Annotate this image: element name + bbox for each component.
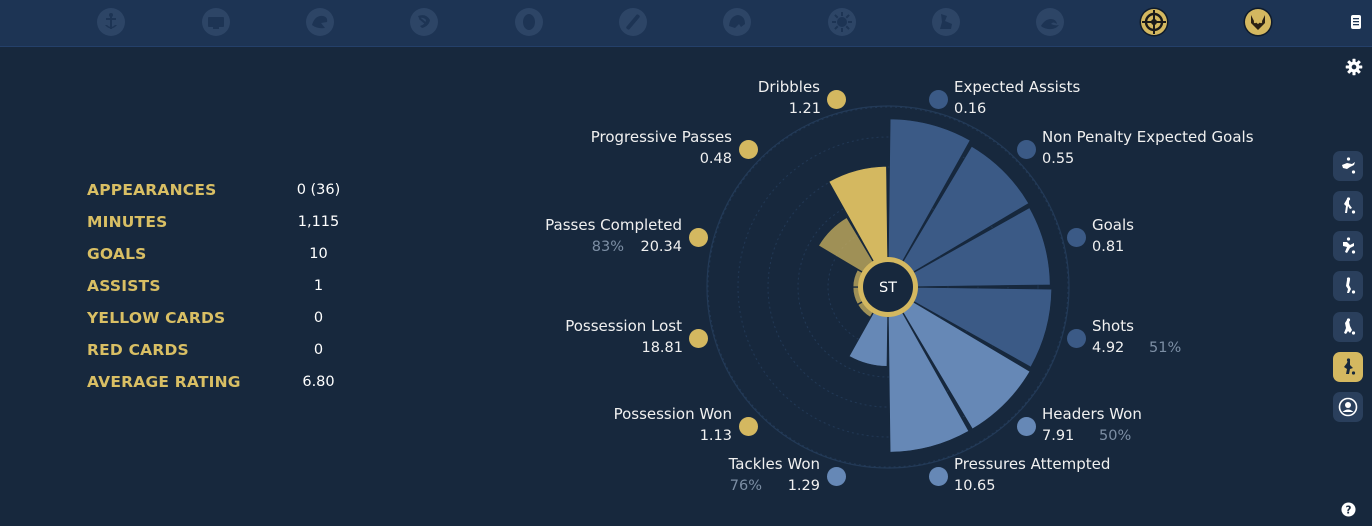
anchor-icon[interactable]	[96, 7, 126, 37]
ring-icon[interactable]	[514, 7, 544, 37]
chalkboard-icon[interactable]	[201, 7, 231, 37]
top-nav-bar	[0, 0, 1372, 47]
grid-ring	[737, 136, 1039, 438]
metric-percent: 50%	[1099, 428, 1132, 444]
metric-label: Possession Won	[613, 405, 732, 423]
metric-label: Pressures Attempted	[954, 455, 1111, 473]
fox-crest-icon[interactable]	[1243, 7, 1273, 37]
stat-label: AVERAGE RATING	[87, 373, 241, 391]
metric-value: 1.21	[788, 101, 821, 117]
metric-value: 0.16	[954, 101, 987, 117]
hoof-crest-icon[interactable]	[931, 7, 961, 37]
stat-label: GOALS	[87, 245, 147, 263]
grid-ring	[797, 196, 979, 378]
metric-label: Shots	[1092, 317, 1134, 335]
metric-value: 20.34	[640, 239, 682, 255]
goalkeeper-icon[interactable]	[1333, 151, 1363, 181]
sun-crest-icon[interactable]	[827, 7, 857, 37]
stat-row: RED CARDS 0	[87, 338, 357, 370]
wave-crest-icon[interactable]	[1035, 7, 1065, 37]
legend-dot[interactable]	[1016, 416, 1036, 436]
legend-dot[interactable]	[826, 89, 846, 109]
pen-icon[interactable]	[618, 7, 648, 37]
metric-value: 7.91	[1042, 428, 1075, 444]
stat-row: GOALS 10	[87, 242, 357, 274]
metric-percent: 83%	[591, 239, 624, 255]
crosshair-crest-icon[interactable]	[1139, 7, 1169, 37]
team-icon[interactable]	[1333, 392, 1363, 422]
legend-dot[interactable]	[928, 466, 948, 486]
metric-value: 1.29	[787, 478, 820, 494]
metric-value: 1.13	[699, 428, 732, 444]
defender-icon[interactable]	[1333, 191, 1363, 221]
dribbler-icon[interactable]	[1333, 312, 1363, 342]
legend-dot[interactable]	[738, 416, 758, 436]
grid-ring	[767, 166, 1009, 408]
metric-percent: 51%	[1149, 340, 1182, 356]
stat-row: ASSISTS 1	[87, 274, 357, 306]
position-label: ST	[879, 280, 897, 296]
stat-row: APPEARANCES 0 (36)	[87, 178, 357, 210]
legend-dot[interactable]	[1016, 139, 1036, 159]
striker-icon[interactable]	[1333, 352, 1363, 382]
metric-label: Headers Won	[1042, 405, 1142, 423]
grid-ring	[707, 106, 1069, 468]
stat-label: YELLOW CARDS	[87, 309, 226, 327]
legend-dot[interactable]	[1066, 227, 1086, 247]
metric-label: Expected Assists	[954, 78, 1081, 96]
stat-label: ASSISTS	[87, 277, 161, 295]
stat-label: RED CARDS	[87, 341, 189, 359]
stat-value: 0	[313, 310, 324, 326]
stat-value: 6.80	[302, 374, 335, 390]
metric-label: Goals	[1092, 216, 1134, 234]
legend-dot[interactable]	[688, 328, 708, 348]
metric-value: 0.81	[1092, 239, 1125, 255]
bird-crest-icon[interactable]	[305, 7, 335, 37]
settings-gear-icon[interactable]	[1345, 58, 1363, 76]
metric-value: 4.92	[1092, 340, 1125, 356]
metric-percent: 76%	[729, 478, 762, 494]
metric-label: Dribbles	[757, 78, 820, 96]
metric-value: 0.55	[1042, 151, 1075, 167]
metric-value: 18.81	[641, 340, 683, 356]
svg-text:?: ?	[1346, 504, 1352, 516]
metric-value: 10.65	[954, 478, 996, 494]
outer-ring	[706, 105, 1070, 469]
stat-value: 0	[313, 342, 324, 358]
legend-dot[interactable]	[826, 466, 846, 486]
stat-value: 1,115	[297, 214, 340, 230]
menu-icon[interactable]	[1350, 14, 1362, 30]
help-icon[interactable]: ?	[1341, 502, 1356, 517]
stat-value: 10	[309, 246, 328, 262]
radar-bar[interactable]	[848, 312, 888, 367]
legend-dot[interactable]	[928, 89, 948, 109]
stat-row: AVERAGE RATING 6.80	[87, 370, 357, 402]
player-stats-table: APPEARANCES 0 (36) MINUTES 1,115 GOALS 10 ASSI…	[87, 178, 357, 402]
metric-label: Possession Lost	[565, 317, 682, 335]
stat-value: 1	[313, 278, 324, 294]
stat-label: MINUTES	[87, 213, 168, 231]
stat-label: APPEARANCES	[87, 181, 217, 199]
metric-value: 0.48	[699, 151, 732, 167]
metric-label: Passes Completed	[545, 216, 682, 234]
midfielder-icon[interactable]	[1333, 271, 1363, 301]
hammer-sickle-icon[interactable]	[409, 7, 439, 37]
metric-label: Progressive Passes	[590, 128, 732, 146]
legend-dot[interactable]	[1066, 328, 1086, 348]
wingback-icon[interactable]	[1333, 231, 1363, 261]
metric-label: Tackles Won	[728, 455, 820, 473]
stat-value: 0 (36)	[296, 182, 341, 198]
stat-row: MINUTES 1,115	[87, 210, 357, 242]
metric-label: Non Penalty Expected Goals	[1042, 128, 1254, 146]
legend-dot[interactable]	[738, 139, 758, 159]
creature-crest-icon[interactable]	[722, 7, 752, 37]
legend-dot[interactable]	[688, 227, 708, 247]
stat-row: YELLOW CARDS 0	[87, 306, 357, 338]
grid-ring	[827, 226, 949, 348]
